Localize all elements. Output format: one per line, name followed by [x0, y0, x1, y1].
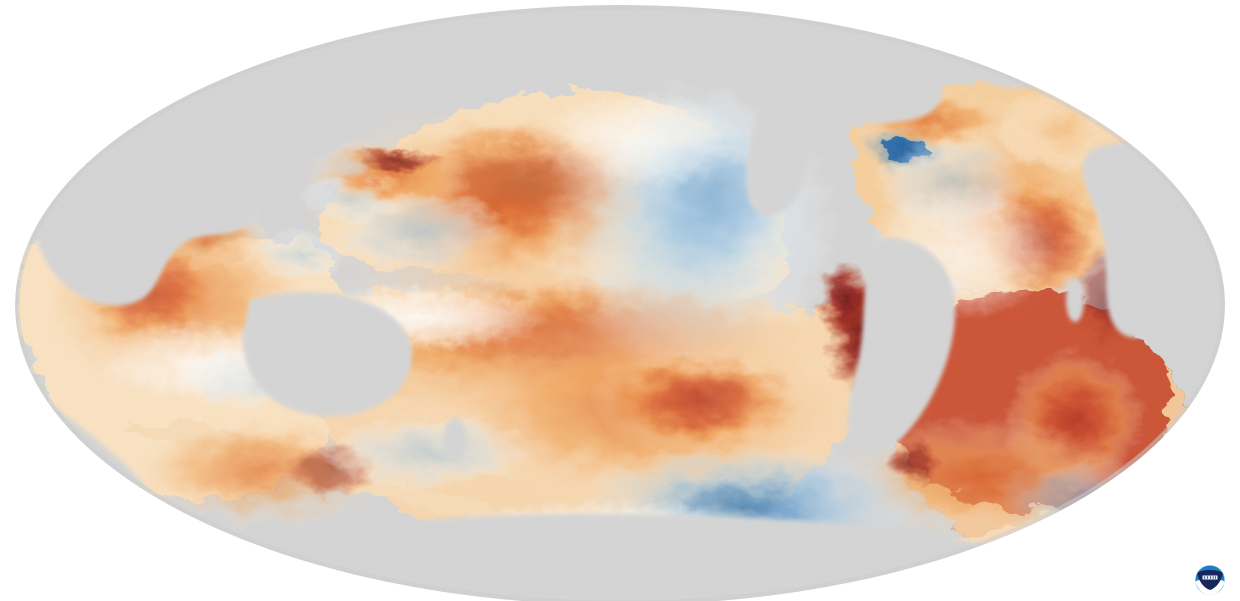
noaa-logo-letters	[1204, 576, 1216, 579]
noaa-logo-bird-emblem	[1197, 570, 1223, 590]
globe-limb-shade	[15, 5, 1225, 601]
noaa-logo[interactable]	[1190, 560, 1230, 600]
noaa-logo-ring	[1194, 564, 1226, 596]
